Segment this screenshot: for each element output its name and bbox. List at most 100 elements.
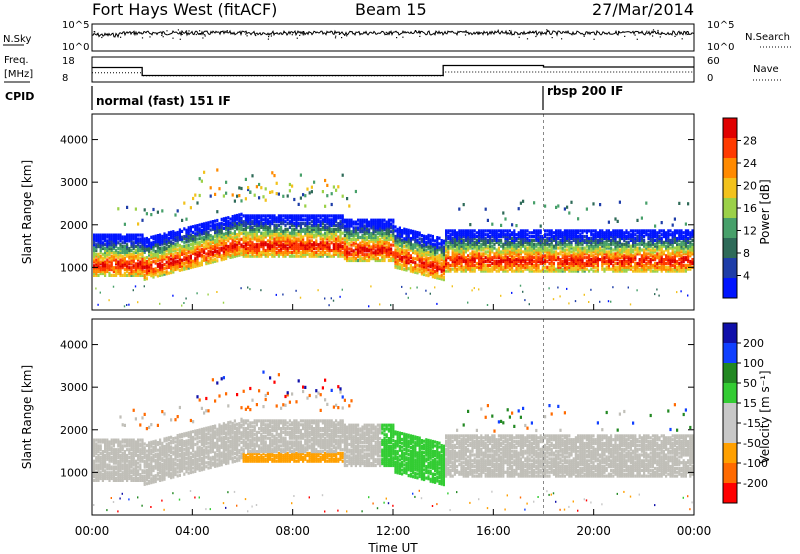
scatter-cell bbox=[271, 222, 274, 226]
scatter-cell bbox=[128, 254, 131, 258]
scatter-cell bbox=[264, 225, 267, 229]
scatter-cell bbox=[302, 222, 305, 226]
scatter-cell bbox=[291, 222, 294, 226]
noise-sky-label: N.Sky bbox=[3, 34, 31, 45]
scatter-cell bbox=[299, 245, 302, 249]
scatter-cell bbox=[295, 254, 298, 258]
noise-search-dot bbox=[195, 33, 197, 36]
scatter-cell bbox=[255, 248, 258, 253]
scatter-cell bbox=[145, 259, 148, 264]
scatter-cell bbox=[214, 257, 217, 261]
scatter-cell bbox=[526, 261, 529, 266]
scatter-cell bbox=[187, 232, 190, 236]
scatter-cell bbox=[110, 245, 113, 249]
scatter-cell bbox=[104, 235, 107, 239]
noise-search-dot bbox=[120, 36, 122, 38]
scatter-cell bbox=[508, 258, 511, 262]
scatter-cell bbox=[352, 253, 355, 257]
scatter-cell bbox=[106, 264, 109, 268]
scatter-cell bbox=[643, 248, 646, 252]
scatter-cell bbox=[108, 260, 111, 264]
scatter-cell bbox=[266, 218, 269, 222]
scatter-cell bbox=[132, 266, 135, 270]
scatter-cell bbox=[236, 213, 239, 218]
scatter-cell bbox=[348, 204, 351, 208]
scatter-cell bbox=[326, 241, 329, 245]
scatter-cell bbox=[205, 229, 208, 233]
scatter-cell bbox=[249, 227, 252, 231]
scatter-cell bbox=[337, 243, 340, 247]
scatter-cell bbox=[462, 229, 465, 233]
scatter-cell bbox=[306, 248, 309, 253]
scatter-cell bbox=[174, 233, 177, 237]
scatter-cell bbox=[583, 256, 586, 260]
scatter-cell bbox=[539, 235, 542, 239]
scatter-cell bbox=[218, 241, 221, 245]
scatter-cell bbox=[275, 243, 278, 247]
scatter-cell bbox=[258, 235, 261, 239]
scatter-cell bbox=[255, 229, 258, 233]
scatter-cell bbox=[425, 240, 428, 245]
noise-search-dot bbox=[302, 34, 304, 36]
scatter-cell bbox=[156, 251, 159, 255]
scatter-cell bbox=[143, 285, 145, 288]
scatter-cell bbox=[627, 286, 629, 289]
scatter-cell bbox=[354, 233, 357, 238]
nave-right-tick-bottom: 0 bbox=[707, 73, 713, 84]
scatter-cell bbox=[381, 249, 384, 253]
scatter-cell bbox=[207, 259, 210, 263]
scatter-cell bbox=[240, 249, 243, 253]
scatter-cell bbox=[236, 225, 239, 229]
scatter-cell bbox=[302, 227, 305, 231]
scatter-cell bbox=[350, 218, 353, 222]
scatter-cell bbox=[365, 237, 368, 241]
scatter-cell bbox=[339, 220, 342, 224]
scatter-cell bbox=[365, 222, 368, 226]
scatter-cell bbox=[273, 231, 276, 235]
scatter-cell bbox=[337, 235, 340, 239]
scatter-cell bbox=[128, 303, 130, 306]
scatter-cell bbox=[258, 254, 261, 258]
scatter-cell bbox=[244, 239, 247, 243]
scatter-cell bbox=[627, 240, 630, 244]
scatter-cell bbox=[269, 223, 272, 228]
scatter-cell bbox=[315, 227, 318, 231]
scatter-cell bbox=[161, 238, 164, 242]
scatter-cell bbox=[117, 271, 120, 276]
nave-right-tick-top: 60 bbox=[707, 56, 720, 67]
scatter-cell bbox=[108, 299, 110, 302]
scatter-cell bbox=[154, 261, 157, 265]
scatter-cell bbox=[286, 248, 289, 253]
scatter-cell bbox=[198, 233, 201, 237]
scatter-cell bbox=[361, 218, 364, 222]
scatter-cell bbox=[570, 229, 573, 233]
scatter-cell bbox=[97, 303, 99, 306]
scatter-cell bbox=[145, 236, 148, 241]
scatter-cell bbox=[104, 237, 107, 241]
scatter-cell bbox=[623, 254, 626, 258]
noise-search-label: N.Search bbox=[745, 32, 790, 43]
scatter-cell bbox=[176, 259, 179, 263]
scatter-cell bbox=[416, 286, 418, 289]
scatter-cell bbox=[324, 231, 327, 235]
scatter-cell bbox=[299, 218, 302, 222]
scatter-cell bbox=[242, 222, 245, 226]
noise-search-dot bbox=[670, 33, 672, 35]
scatter-cell bbox=[282, 220, 285, 224]
scatter-cell bbox=[227, 237, 230, 241]
scatter-cell bbox=[189, 260, 192, 264]
scatter-cell bbox=[493, 229, 496, 233]
scatter-cell bbox=[579, 246, 582, 250]
scatter-cell bbox=[614, 252, 617, 256]
scatter-cell bbox=[126, 254, 129, 258]
scatter-cell bbox=[293, 248, 296, 253]
scatter-cell bbox=[473, 233, 476, 237]
scatter-cell bbox=[313, 241, 316, 245]
scatter-cell bbox=[319, 233, 322, 237]
scatter-cell bbox=[643, 263, 646, 267]
scatter-cell bbox=[172, 249, 175, 253]
scatter-cell bbox=[262, 248, 265, 253]
scatter-cell bbox=[330, 237, 333, 241]
scatter-cell bbox=[172, 266, 175, 270]
scatter-cell bbox=[227, 229, 230, 233]
